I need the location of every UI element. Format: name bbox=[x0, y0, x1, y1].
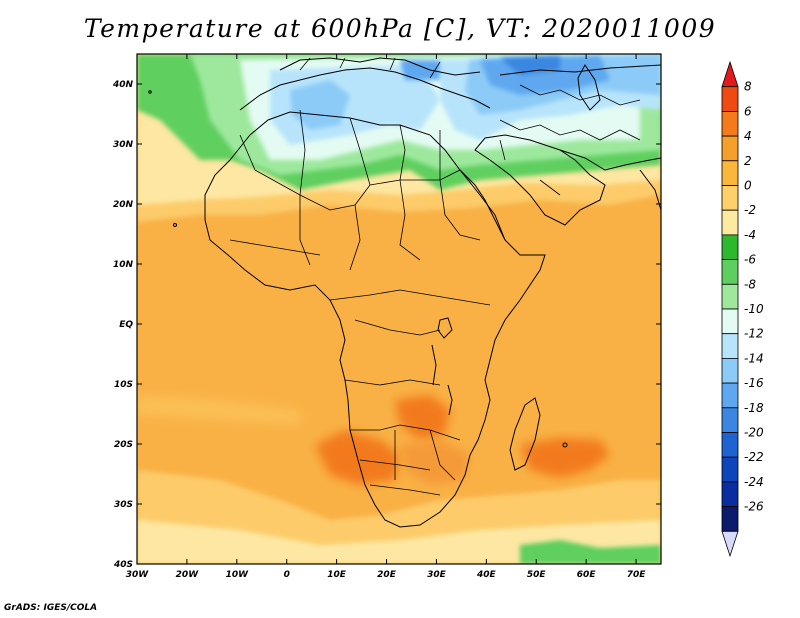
colorbar-swatch bbox=[721, 407, 739, 433]
lon-label: 50E bbox=[527, 570, 547, 580]
lat-label: EQ bbox=[119, 320, 133, 330]
longitude-axis: 30W 20W 10W 0 10E 20E 30E 40E 50E 60E 70E bbox=[126, 54, 646, 580]
colorbar-swatch bbox=[721, 111, 739, 137]
colorbar-label: -2 bbox=[744, 203, 756, 217]
colorbar-swatch bbox=[721, 86, 739, 112]
colorbar-label: -22 bbox=[744, 450, 764, 464]
colorbar-swatch bbox=[721, 60, 739, 88]
colorbar-swatch bbox=[721, 481, 739, 507]
colorbar-label: 6 bbox=[744, 104, 752, 118]
lat-label: 10N bbox=[113, 260, 134, 270]
temperature-field bbox=[137, 54, 661, 564]
colorbar-swatch bbox=[721, 382, 739, 409]
colorbar-label: -26 bbox=[744, 500, 764, 514]
colorbar-label: -16 bbox=[744, 376, 764, 390]
colorbar-swatch bbox=[721, 357, 739, 384]
lon-label: 0 bbox=[284, 570, 290, 580]
colorbar-swatch bbox=[721, 456, 739, 483]
lon-label: 40E bbox=[476, 570, 497, 580]
colorbar-swatch bbox=[721, 506, 739, 532]
lat-label: 40S bbox=[113, 560, 133, 570]
lat-label: 30N bbox=[113, 140, 134, 150]
colorbar-label: 0 bbox=[744, 179, 752, 193]
colorbar-swatch bbox=[721, 135, 739, 162]
lat-label: 20N bbox=[113, 200, 134, 210]
lon-label: 30E bbox=[427, 570, 447, 580]
colorbar-label: 2 bbox=[744, 154, 752, 168]
lon-label: 10E bbox=[327, 570, 347, 580]
lat-label: 20S bbox=[114, 440, 133, 450]
latitude-axis: 40N 30N 20N 10N EQ 10S 20S 30S 40S bbox=[112, 80, 661, 570]
lon-label: 30W bbox=[126, 570, 150, 580]
colorbar-swatch bbox=[721, 209, 739, 236]
colorbar-swatch bbox=[721, 432, 739, 458]
colorbar-swatch bbox=[721, 333, 739, 359]
colorbar-swatch bbox=[721, 259, 739, 285]
country-borders bbox=[229, 57, 641, 496]
credit-label: GrADS: IGES/COLA bbox=[4, 603, 98, 613]
colorbar-swatch bbox=[721, 530, 739, 558]
colorbar-label: -8 bbox=[744, 277, 756, 291]
lon-label: 10W bbox=[226, 570, 250, 580]
coastlines bbox=[148, 57, 661, 528]
lat-label: 40N bbox=[112, 80, 134, 90]
colorbar-swatch bbox=[721, 234, 739, 260]
colorbar-label: -10 bbox=[744, 302, 764, 316]
colorbar-label: -18 bbox=[744, 401, 764, 415]
colorbar-swatch bbox=[721, 308, 739, 335]
lon-label: 60E bbox=[577, 570, 597, 580]
colorbar-label: -6 bbox=[744, 253, 756, 267]
colorbar-swatch bbox=[721, 283, 739, 310]
lat-label: 30S bbox=[114, 500, 133, 510]
colorbar-label: -12 bbox=[744, 327, 764, 341]
lat-label: 10S bbox=[114, 380, 133, 390]
colorbar-label: 8 bbox=[744, 80, 752, 94]
colorbar-label: -4 bbox=[744, 228, 756, 242]
colorbar-label: 4 bbox=[744, 129, 752, 143]
colorbar: 8 6 4 2 0 -2 -4 -6 -8 -10 -12 -14 -16 -18 -20 -22 -24 -26 bbox=[721, 60, 764, 558]
colorbar-label: -20 bbox=[744, 426, 764, 440]
map-title: Temperature at 600hPa [C], VT: 202001100… bbox=[83, 14, 717, 43]
lon-label: 20W bbox=[176, 570, 200, 580]
colorbar-label: -24 bbox=[744, 475, 764, 489]
lon-label: 70E bbox=[627, 570, 647, 580]
lon-label: 20E bbox=[377, 570, 397, 580]
colorbar-label: -14 bbox=[744, 351, 764, 365]
map-frame bbox=[136, 53, 662, 565]
colorbar-swatch bbox=[721, 185, 739, 211]
colorbar-swatch bbox=[721, 160, 739, 186]
